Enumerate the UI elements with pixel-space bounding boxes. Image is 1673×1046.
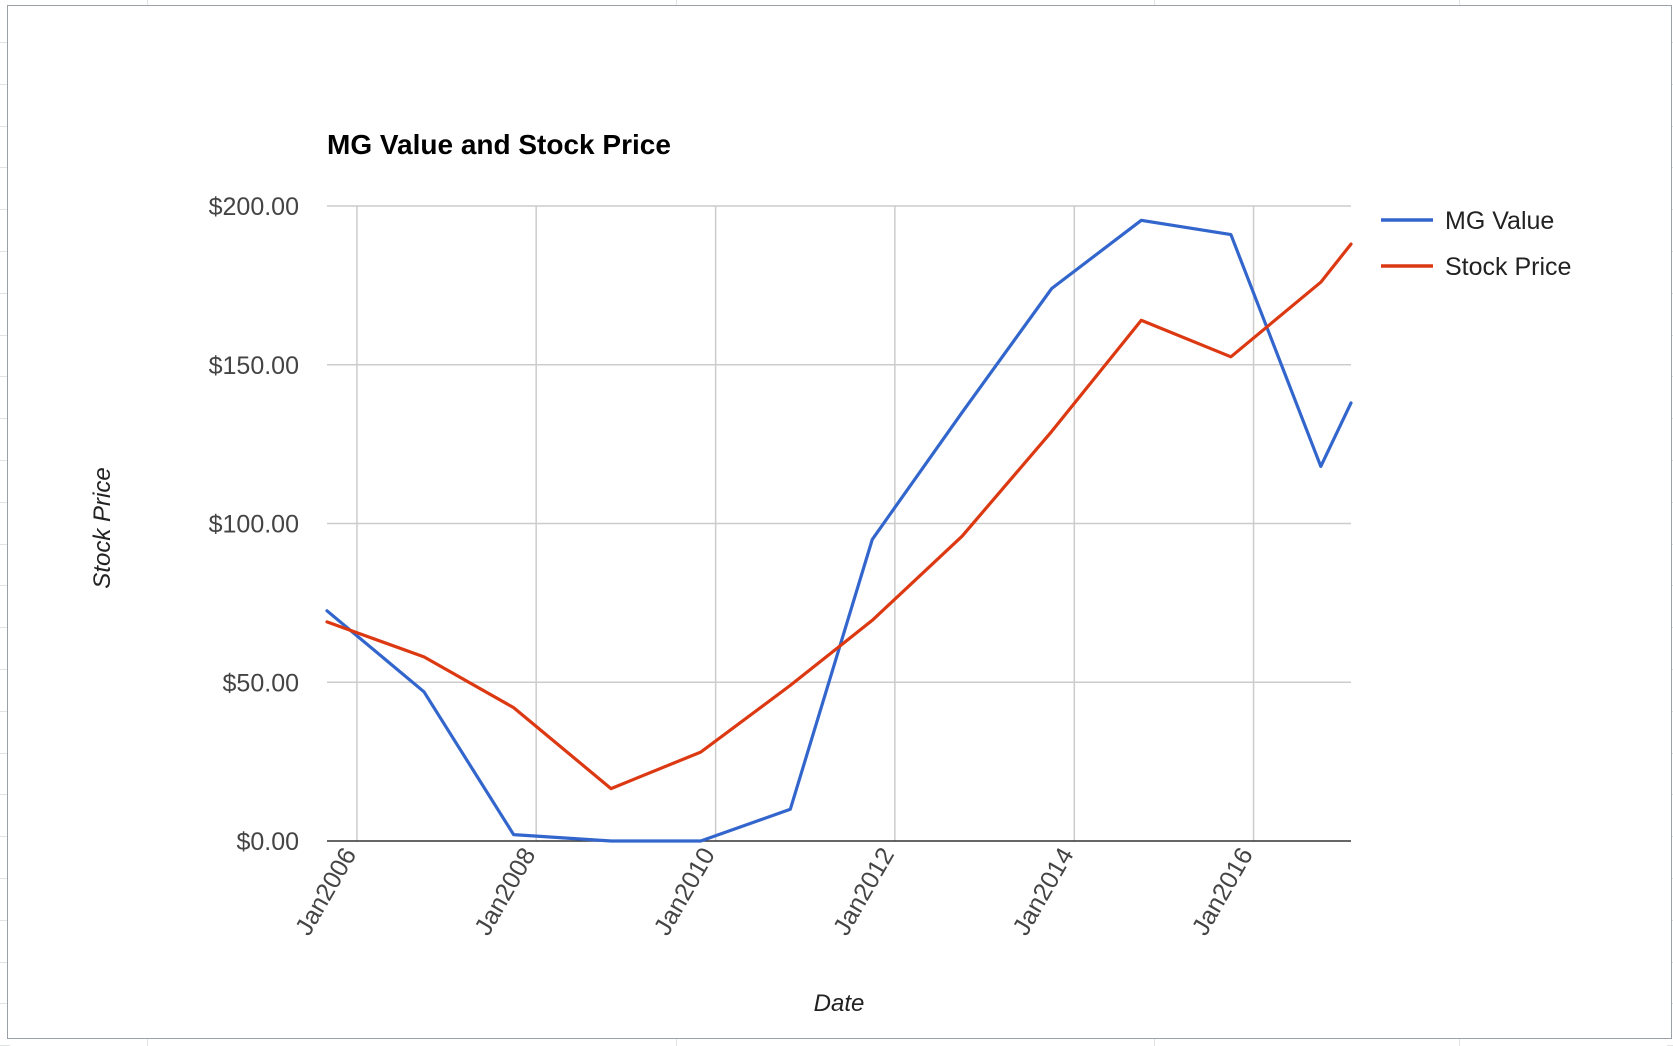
- x-tick-label: Jan2008: [469, 843, 541, 940]
- x-tick-label: Jan2010: [649, 843, 721, 940]
- gridlines: [327, 205, 1351, 841]
- x-tick-label: Jan2012: [828, 843, 900, 940]
- y-tick-label: $150.00: [209, 352, 299, 380]
- y-tick-label: $200.00: [209, 193, 299, 221]
- y-axis-title: Stock Price: [89, 467, 116, 588]
- x-axis-title: Date: [814, 990, 865, 1017]
- y-tick-label: $100.00: [209, 511, 299, 539]
- y-tick-label: $0.00: [236, 828, 299, 856]
- chart-card[interactable]: MG Value and Stock Price Stock Price Dat…: [7, 5, 1672, 1039]
- legend-label-stock-price: Stock Price: [1445, 253, 1571, 281]
- x-tick-label: Jan2014: [1007, 843, 1079, 940]
- series-line-mg-value: [325, 218, 1353, 843]
- y-tick-label: $50.00: [223, 669, 299, 697]
- x-tick-label: Jan2016: [1187, 843, 1259, 940]
- legend-label-mg-value: MG Value: [1445, 207, 1554, 235]
- x-tick-label: Jan2006: [290, 843, 362, 940]
- series-line-stock-price: [325, 242, 1353, 791]
- chart-title: MG Value and Stock Price: [327, 129, 671, 160]
- line-chart: MG Value and Stock Price Stock Price Dat…: [89, 129, 1571, 1017]
